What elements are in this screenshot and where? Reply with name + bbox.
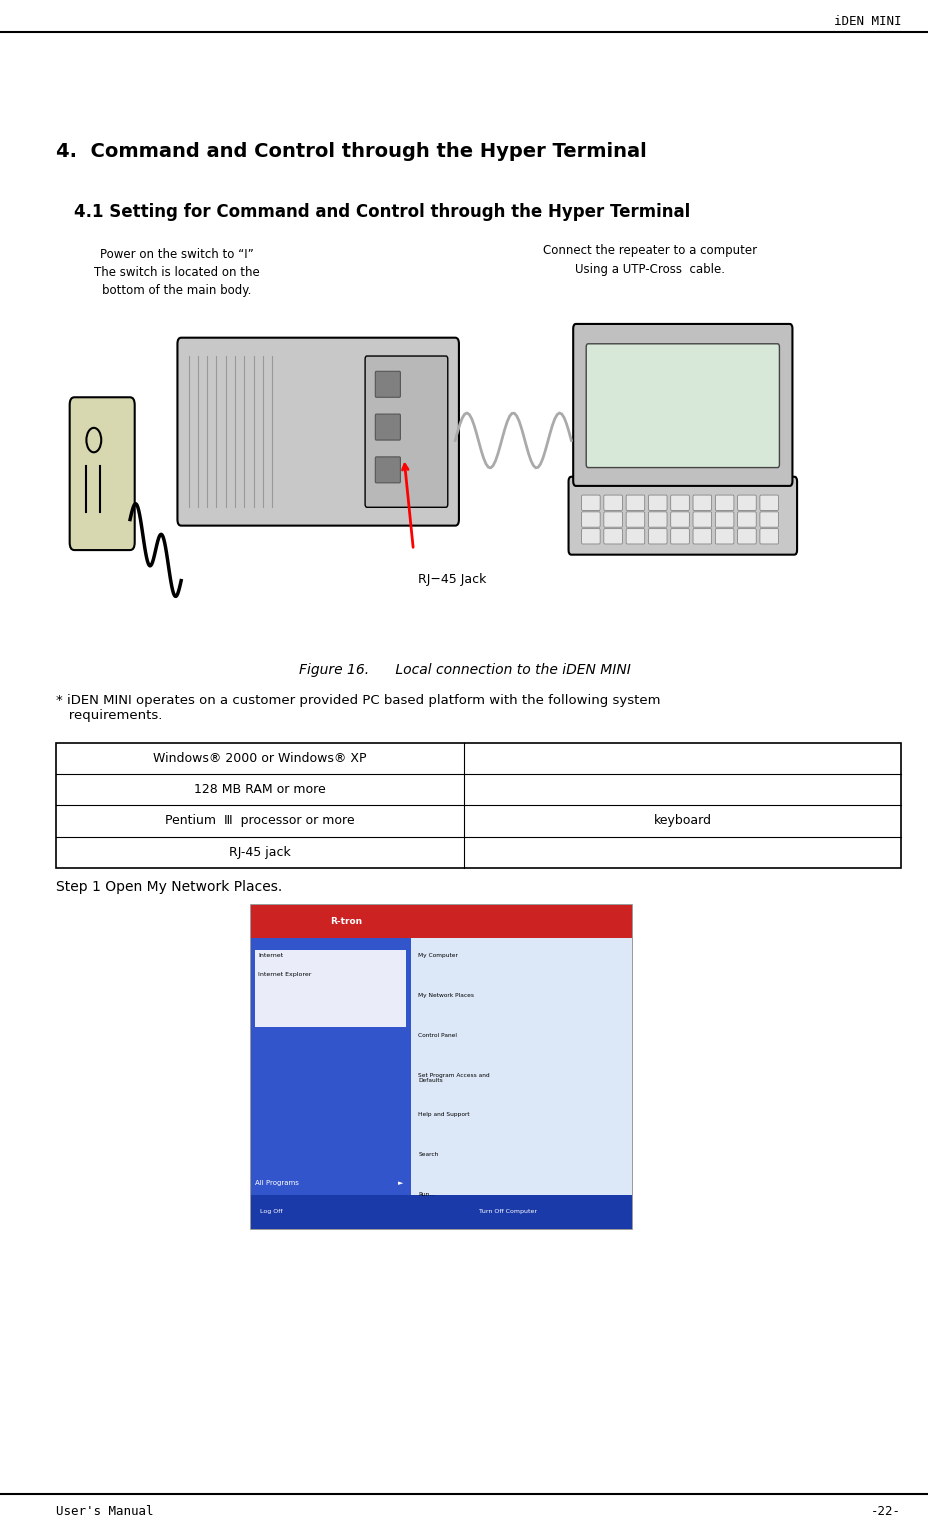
Text: Help and Support: Help and Support — [418, 1112, 470, 1117]
FancyBboxPatch shape — [670, 529, 689, 544]
FancyBboxPatch shape — [375, 457, 400, 483]
FancyBboxPatch shape — [692, 495, 711, 510]
Text: My Network Places: My Network Places — [418, 993, 473, 998]
FancyBboxPatch shape — [692, 512, 711, 527]
Text: Run...: Run... — [418, 1192, 434, 1196]
FancyBboxPatch shape — [581, 512, 599, 527]
Bar — [56, 743, 900, 868]
Bar — [410, 938, 631, 1195]
FancyBboxPatch shape — [375, 414, 400, 440]
Text: R-tron: R-tron — [329, 917, 362, 926]
FancyBboxPatch shape — [586, 344, 779, 468]
FancyBboxPatch shape — [715, 495, 733, 510]
Bar — [251, 905, 631, 938]
Text: Pentium  Ⅲ  processor or more: Pentium Ⅲ processor or more — [165, 814, 354, 828]
Text: Connect the repeater to a computer: Connect the repeater to a computer — [543, 244, 756, 258]
Text: bottom of the main body.: bottom of the main body. — [102, 284, 251, 298]
FancyBboxPatch shape — [759, 495, 778, 510]
FancyBboxPatch shape — [603, 529, 622, 544]
FancyBboxPatch shape — [375, 371, 400, 397]
Text: ►: ► — [397, 1180, 403, 1186]
FancyBboxPatch shape — [737, 495, 755, 510]
Text: iDEN MINI: iDEN MINI — [832, 14, 900, 28]
Bar — [251, 905, 631, 1229]
Text: 4.1 Setting for Command and Control through the Hyper Terminal: 4.1 Setting for Command and Control thro… — [74, 203, 690, 222]
FancyBboxPatch shape — [670, 512, 689, 527]
FancyBboxPatch shape — [625, 529, 644, 544]
Text: All Programs: All Programs — [255, 1180, 299, 1186]
Text: Log Off: Log Off — [260, 1209, 282, 1215]
Text: 4.  Command and Control through the Hyper Terminal: 4. Command and Control through the Hyper… — [56, 142, 646, 160]
FancyBboxPatch shape — [365, 356, 447, 507]
Text: Internet Explorer: Internet Explorer — [258, 972, 311, 976]
FancyBboxPatch shape — [603, 495, 622, 510]
FancyBboxPatch shape — [670, 495, 689, 510]
Text: RJ-45 jack: RJ-45 jack — [229, 845, 290, 859]
Bar — [251, 1195, 631, 1229]
FancyBboxPatch shape — [715, 512, 733, 527]
Text: My Computer: My Computer — [418, 953, 458, 958]
FancyBboxPatch shape — [759, 512, 778, 527]
FancyBboxPatch shape — [581, 529, 599, 544]
FancyBboxPatch shape — [568, 477, 796, 555]
FancyBboxPatch shape — [648, 495, 666, 510]
FancyBboxPatch shape — [603, 512, 622, 527]
Text: Figure 16.      Local connection to the iDEN MINI: Figure 16. Local connection to the iDEN … — [298, 663, 630, 677]
Text: Internet: Internet — [258, 953, 283, 958]
Text: keyboard: keyboard — [653, 814, 711, 828]
FancyBboxPatch shape — [648, 529, 666, 544]
FancyBboxPatch shape — [759, 529, 778, 544]
Text: User's Manual: User's Manual — [56, 1505, 153, 1519]
Text: Control Panel: Control Panel — [418, 1033, 457, 1038]
Bar — [251, 938, 410, 1195]
Text: * iDEN MINI operates on a customer provided PC based platform with the following: * iDEN MINI operates on a customer provi… — [56, 694, 660, 721]
Text: RJ−45 Jack: RJ−45 Jack — [418, 573, 486, 587]
FancyBboxPatch shape — [70, 397, 135, 550]
FancyBboxPatch shape — [648, 512, 666, 527]
FancyBboxPatch shape — [581, 495, 599, 510]
FancyBboxPatch shape — [692, 529, 711, 544]
FancyBboxPatch shape — [625, 495, 644, 510]
Text: Windows® 2000 or Windows® XP: Windows® 2000 or Windows® XP — [153, 752, 367, 766]
Text: -22-: -22- — [870, 1505, 900, 1519]
Text: Power on the switch to “I”: Power on the switch to “I” — [99, 248, 253, 261]
FancyBboxPatch shape — [715, 529, 733, 544]
FancyBboxPatch shape — [625, 512, 644, 527]
Text: The switch is located on the: The switch is located on the — [94, 266, 259, 280]
FancyBboxPatch shape — [737, 529, 755, 544]
Text: Turn Off Computer: Turn Off Computer — [479, 1209, 536, 1215]
Text: 128 MB RAM or more: 128 MB RAM or more — [194, 782, 326, 796]
Text: Set Program Access and
Defaults: Set Program Access and Defaults — [418, 1073, 489, 1083]
FancyBboxPatch shape — [255, 950, 406, 1027]
FancyBboxPatch shape — [737, 512, 755, 527]
Text: Search: Search — [418, 1152, 438, 1157]
FancyBboxPatch shape — [177, 338, 458, 526]
Text: Using a UTP-Cross  cable.: Using a UTP-Cross cable. — [574, 263, 725, 277]
Text: Step 1 Open My Network Places.: Step 1 Open My Network Places. — [56, 880, 282, 894]
FancyBboxPatch shape — [573, 324, 792, 486]
